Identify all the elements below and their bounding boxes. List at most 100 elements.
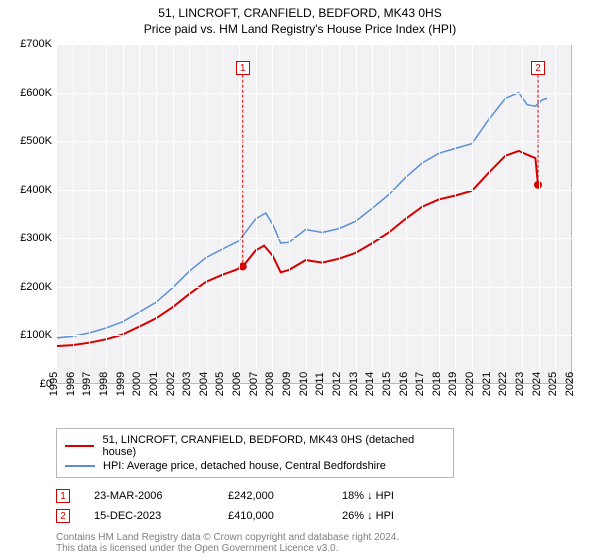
- ytick-label: £200K: [20, 281, 56, 293]
- xtick-label: 2013: [343, 372, 359, 396]
- legend-item: 51, LINCROFT, CRANFIELD, BEDFORD, MK43 0…: [65, 433, 445, 459]
- gridline-h: [56, 335, 572, 336]
- gridline-v: [406, 44, 407, 384]
- xtick-label: 2017: [410, 372, 426, 396]
- gridline-v: [206, 44, 207, 384]
- gridline-v: [239, 44, 240, 384]
- xtick-label: 2014: [360, 372, 376, 396]
- gridline-v: [555, 44, 556, 384]
- ytick-label: £600K: [20, 87, 56, 99]
- gridline-v: [322, 44, 323, 384]
- legend-swatch: [65, 465, 95, 467]
- gridline-h: [56, 287, 572, 288]
- xtick-label: 2021: [477, 372, 493, 396]
- gridline-h: [56, 44, 572, 45]
- gridline-v: [139, 44, 140, 384]
- ytick-label: £700K: [20, 38, 56, 50]
- title-subtitle: Price paid vs. HM Land Registry's House …: [0, 22, 600, 36]
- xtick-label: 1996: [60, 372, 76, 396]
- ytick-label: £300K: [20, 232, 56, 244]
- gridline-h: [56, 141, 572, 142]
- xtick-label: 2019: [443, 372, 459, 396]
- gridline-v: [472, 44, 473, 384]
- xtick-label: 2022: [493, 372, 509, 396]
- gridline-v: [372, 44, 373, 384]
- xtick-label: 1999: [110, 372, 126, 396]
- xtick-label: 2024: [526, 372, 542, 396]
- gridline-v: [356, 44, 357, 384]
- xtick-label: 2004: [194, 372, 210, 396]
- xtick-label: 2025: [543, 372, 559, 396]
- sale-row: 215-DEC-2023£410,00026% ↓ HPI: [56, 506, 580, 526]
- sale-row-marker: 1: [56, 489, 70, 503]
- footer-line-1: Contains HM Land Registry data © Crown c…: [56, 532, 580, 543]
- xtick-label: 2018: [427, 372, 443, 396]
- sale-marker-box: 2: [531, 61, 545, 75]
- gridline-v: [389, 44, 390, 384]
- gridline-v: [439, 44, 440, 384]
- legend-label: 51, LINCROFT, CRANFIELD, BEDFORD, MK43 0…: [102, 434, 445, 458]
- xtick-label: 2005: [210, 372, 226, 396]
- sale-date: 23-MAR-2006: [94, 490, 204, 502]
- xtick-label: 2015: [377, 372, 393, 396]
- gridline-h: [56, 238, 572, 239]
- xtick-label: 2016: [393, 372, 409, 396]
- xtick-label: 2023: [510, 372, 526, 396]
- chart-area: £0£100K£200K£300K£400K£500K£600K£700K199…: [56, 44, 572, 384]
- sale-date: 15-DEC-2023: [94, 510, 204, 522]
- legend-box: 51, LINCROFT, CRANFIELD, BEDFORD, MK43 0…: [56, 428, 454, 478]
- xtick-label: 2009: [277, 372, 293, 396]
- footer-attribution: Contains HM Land Registry data © Crown c…: [56, 532, 580, 554]
- footer-line-2: This data is licensed under the Open Gov…: [56, 543, 580, 554]
- gridline-v: [56, 44, 57, 384]
- xtick-label: 2011: [310, 372, 326, 396]
- gridline-v: [222, 44, 223, 384]
- legend-swatch: [65, 445, 94, 447]
- gridline-v: [505, 44, 506, 384]
- gridline-v: [106, 44, 107, 384]
- ytick-label: £500K: [20, 135, 56, 147]
- gridline-v: [173, 44, 174, 384]
- xtick-label: 1998: [94, 372, 110, 396]
- xtick-label: 2006: [227, 372, 243, 396]
- gridline-v: [306, 44, 307, 384]
- xtick-label: 2008: [260, 372, 276, 396]
- legend-label: HPI: Average price, detached house, Cent…: [103, 460, 386, 472]
- gridline-v: [539, 44, 540, 384]
- series-property: [56, 151, 538, 346]
- figure-container: 51, LINCROFT, CRANFIELD, BEDFORD, MK43 0…: [0, 0, 600, 560]
- gridline-v: [189, 44, 190, 384]
- gridline-v: [156, 44, 157, 384]
- gridline-v: [256, 44, 257, 384]
- gridline-v: [422, 44, 423, 384]
- ytick-label: £400K: [20, 184, 56, 196]
- sale-hpi-delta: 18% ↓ HPI: [342, 490, 394, 502]
- legend-item: HPI: Average price, detached house, Cent…: [65, 459, 445, 473]
- sale-marker-box: 1: [236, 61, 250, 75]
- gridline-v: [522, 44, 523, 384]
- xtick-label: 2000: [127, 372, 143, 396]
- title-block: 51, LINCROFT, CRANFIELD, BEDFORD, MK43 0…: [0, 0, 600, 36]
- gridline-v: [89, 44, 90, 384]
- gridline-v: [455, 44, 456, 384]
- xtick-label: 2020: [460, 372, 476, 396]
- series-hpi: [56, 93, 547, 338]
- xtick-label: 2010: [293, 372, 309, 396]
- ytick-label: £100K: [20, 329, 56, 341]
- xtick-label: 2002: [160, 372, 176, 396]
- gridline-h: [56, 93, 572, 94]
- xtick-label: 2007: [243, 372, 259, 396]
- gridline-v: [489, 44, 490, 384]
- sale-price: £242,000: [228, 490, 318, 502]
- gridline-v: [123, 44, 124, 384]
- gridline-v: [572, 44, 573, 384]
- gridline-v: [73, 44, 74, 384]
- title-address: 51, LINCROFT, CRANFIELD, BEDFORD, MK43 0…: [0, 6, 600, 20]
- gridline-h: [56, 190, 572, 191]
- sale-price: £410,000: [228, 510, 318, 522]
- gridline-v: [339, 44, 340, 384]
- xtick-label: 2026: [560, 372, 576, 396]
- chart-svg: [56, 44, 572, 384]
- xtick-label: 1997: [77, 372, 93, 396]
- xtick-label: 2003: [177, 372, 193, 396]
